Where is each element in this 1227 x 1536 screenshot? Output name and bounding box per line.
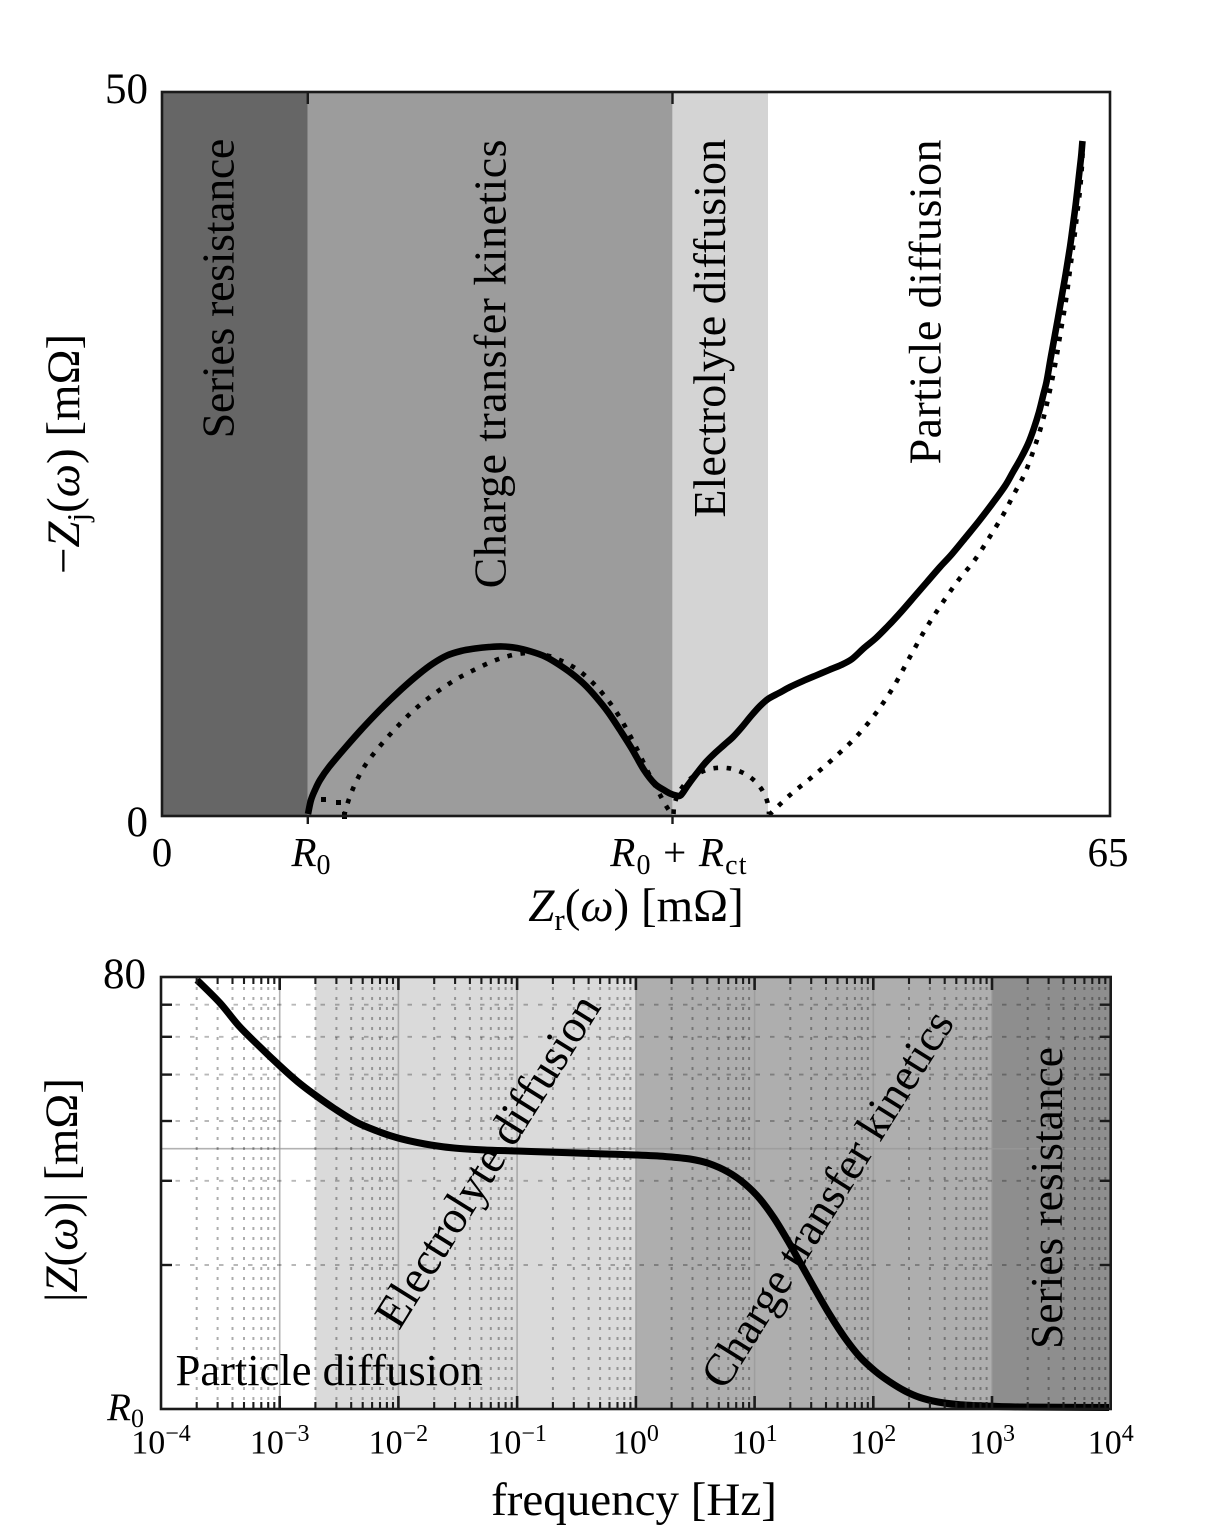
svg-text:50: 50 xyxy=(105,66,148,113)
svg-text:100: 100 xyxy=(613,1421,659,1462)
svg-text:101: 101 xyxy=(732,1421,778,1462)
svg-text:0: 0 xyxy=(127,799,149,846)
svg-text:10−4: 10−4 xyxy=(131,1421,191,1462)
svg-text:65: 65 xyxy=(1088,829,1129,875)
svg-text:−Zj(ω) [mΩ]: −Zj(ω) [mΩ] xyxy=(38,334,95,574)
svg-text:102: 102 xyxy=(850,1421,896,1462)
svg-text:Particle diffusion: Particle diffusion xyxy=(900,139,951,464)
svg-text:|Z(ω)| [mΩ]: |Z(ω)| [mΩ] xyxy=(36,1078,88,1302)
svg-text:80: 80 xyxy=(103,951,146,998)
svg-text:10−1: 10−1 xyxy=(487,1421,547,1462)
svg-text:Series resistance: Series resistance xyxy=(1021,1047,1072,1349)
svg-text:Charge transfer kinetics: Charge transfer kinetics xyxy=(465,139,516,588)
svg-text:R0: R0 xyxy=(106,1386,144,1433)
svg-text:R0: R0 xyxy=(290,829,330,881)
svg-text:Zr(ω) [mΩ]: Zr(ω) [mΩ] xyxy=(528,880,744,937)
svg-text:frequency [Hz]: frequency [Hz] xyxy=(491,1474,777,1526)
svg-text:Series resistance: Series resistance xyxy=(193,139,244,438)
svg-text:R0 + Rct: R0 + Rct xyxy=(609,829,748,881)
svg-text:10−3: 10−3 xyxy=(250,1421,310,1462)
svg-text:Particle diffusion: Particle diffusion xyxy=(176,1345,483,1395)
svg-text:104: 104 xyxy=(1088,1421,1134,1462)
svg-text:0: 0 xyxy=(152,829,173,875)
svg-text:Electrolyte diffusion: Electrolyte diffusion xyxy=(684,139,735,518)
svg-text:103: 103 xyxy=(969,1421,1015,1462)
svg-text:10−2: 10−2 xyxy=(369,1421,429,1462)
